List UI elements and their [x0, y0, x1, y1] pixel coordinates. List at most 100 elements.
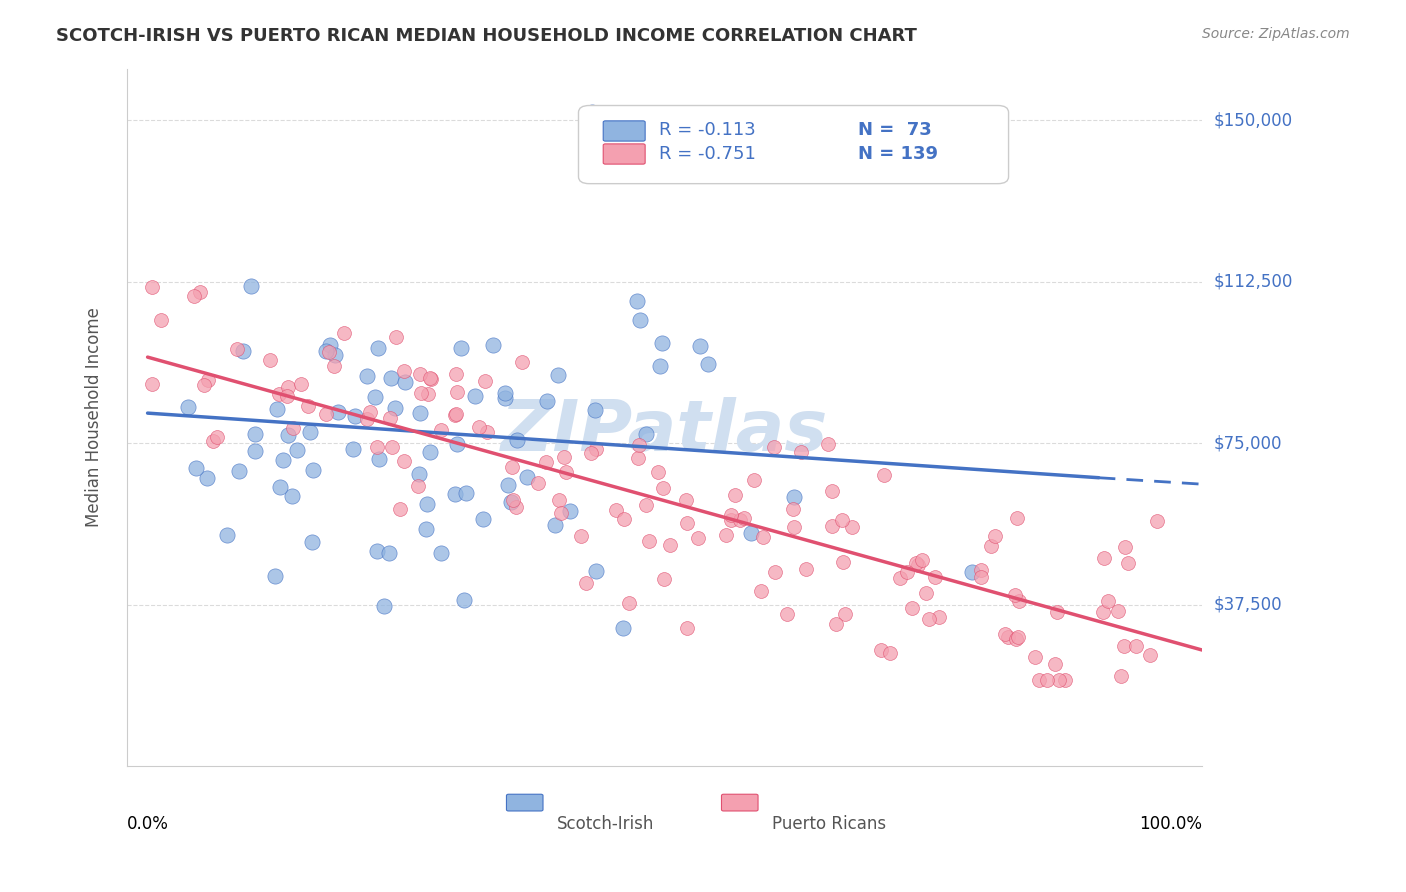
Point	[911, 553, 934, 567]
Text: N = 139: N = 139	[858, 145, 938, 162]
Point	[628, 312, 651, 326]
Point	[446, 437, 468, 451]
Point	[647, 466, 669, 480]
Point	[914, 585, 936, 599]
Point	[245, 443, 267, 458]
Point	[870, 642, 893, 657]
Point	[905, 556, 928, 570]
Text: R = -0.751: R = -0.751	[659, 145, 756, 162]
FancyBboxPatch shape	[603, 120, 645, 141]
Point	[444, 367, 467, 381]
Point	[901, 600, 924, 615]
Point	[269, 479, 291, 493]
Point	[651, 481, 673, 495]
Point	[409, 406, 432, 420]
Point	[733, 511, 755, 525]
Point	[240, 279, 263, 293]
Point	[689, 338, 711, 352]
Point	[1109, 669, 1132, 683]
Point	[1028, 673, 1050, 688]
Point	[550, 506, 572, 520]
Point	[1004, 588, 1026, 602]
Point	[506, 433, 529, 447]
Point	[356, 368, 378, 383]
Point	[322, 359, 344, 373]
Point	[373, 599, 395, 613]
Point	[299, 425, 322, 440]
Point	[728, 513, 751, 527]
Point	[626, 293, 648, 308]
FancyBboxPatch shape	[578, 105, 1008, 184]
Point	[548, 493, 571, 508]
Point	[243, 427, 266, 442]
Text: $75,000: $75,000	[1213, 434, 1282, 452]
Point	[627, 438, 650, 452]
Point	[675, 492, 697, 507]
Point	[228, 464, 250, 478]
Point	[505, 500, 527, 515]
Point	[994, 627, 1017, 641]
Point	[1047, 673, 1070, 688]
Point	[453, 593, 475, 607]
Point	[394, 375, 416, 389]
Text: SCOTCH-IRISH VS PUERTO RICAN MEDIAN HOUSEHOLD INCOME CORRELATION CHART: SCOTCH-IRISH VS PUERTO RICAN MEDIAN HOUS…	[56, 27, 917, 45]
Point	[1035, 673, 1057, 688]
Point	[392, 454, 415, 468]
Point	[277, 380, 299, 394]
Point	[648, 359, 671, 373]
Point	[297, 400, 319, 414]
Point	[544, 517, 567, 532]
Point	[328, 404, 350, 418]
Point	[502, 492, 524, 507]
Point	[636, 426, 658, 441]
Point	[1139, 648, 1161, 662]
Point	[724, 488, 747, 502]
Point	[536, 394, 558, 409]
Point	[659, 538, 682, 552]
Point	[409, 368, 432, 382]
Point	[627, 450, 650, 465]
Point	[821, 483, 844, 498]
Point	[359, 405, 381, 419]
Point	[415, 497, 437, 511]
Point	[195, 471, 218, 485]
Point	[474, 374, 496, 388]
Point	[1114, 540, 1136, 554]
Point	[380, 371, 402, 385]
Point	[367, 341, 389, 355]
Point	[381, 440, 404, 454]
Point	[516, 470, 538, 484]
Text: R = -0.113: R = -0.113	[659, 121, 756, 139]
Point	[832, 555, 855, 569]
Point	[510, 355, 533, 369]
Point	[450, 341, 472, 355]
Point	[1107, 604, 1129, 618]
Point	[190, 285, 212, 299]
Point	[266, 401, 288, 416]
Point	[1146, 514, 1168, 528]
Point	[276, 389, 298, 403]
Point	[301, 534, 323, 549]
Point	[384, 329, 406, 343]
Point	[583, 402, 606, 417]
Point	[271, 452, 294, 467]
Point	[177, 400, 200, 414]
Point	[821, 519, 844, 533]
Point	[1046, 605, 1069, 619]
Point	[969, 563, 991, 577]
Point	[281, 421, 304, 435]
Point	[264, 569, 287, 583]
Point	[1092, 551, 1115, 566]
Text: Scotch-Irish: Scotch-Irish	[557, 815, 654, 833]
Point	[579, 446, 602, 460]
Point	[475, 425, 498, 439]
Point	[319, 338, 342, 352]
Point	[697, 357, 720, 371]
Point	[1092, 605, 1115, 619]
Point	[782, 501, 804, 516]
Point	[1097, 593, 1119, 607]
Point	[714, 528, 737, 542]
Point	[285, 443, 308, 458]
Point	[1008, 594, 1031, 608]
Point	[183, 289, 205, 303]
